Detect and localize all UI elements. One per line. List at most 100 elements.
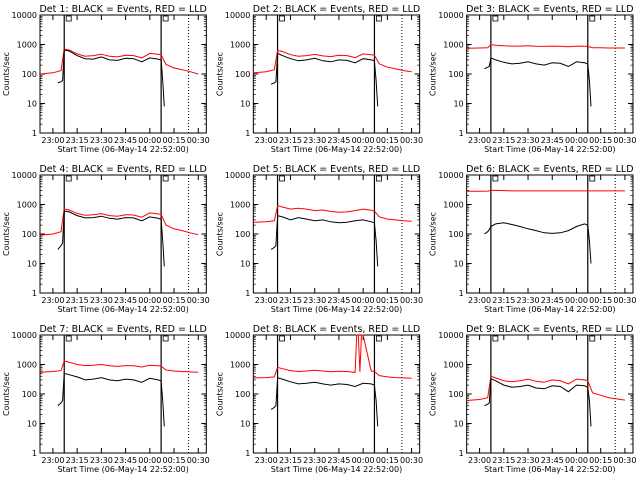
- x-tick-label: 00:00: [565, 456, 588, 465]
- series-line-lld: [39, 208, 199, 236]
- detector-panel-3: Det 3: BLACK = Events, RED = LLD 1 10 100 10…: [429, 4, 637, 154]
- y-tick-label: 10000: [12, 11, 37, 20]
- time-marker-flag: [376, 175, 382, 182]
- x-tick-label: 00:15: [376, 296, 399, 305]
- y-axis-label: Counts/sec: [2, 372, 11, 416]
- time-marker-flag: [376, 15, 382, 22]
- x-tick-label: 00:30: [613, 296, 636, 305]
- y-tick-label: 1000: [443, 361, 463, 370]
- y-tick-label: 100: [448, 70, 463, 79]
- time-marker-flag: [589, 335, 596, 342]
- x-tick-label: 23:15: [279, 456, 302, 465]
- y-tick-label: 10: [240, 260, 250, 269]
- x-tick-label: 23:45: [327, 456, 350, 465]
- detector-panel-6: Det 6: BLACK = Events, RED = LLD 1 10 100 10…: [429, 164, 637, 314]
- x-tick-label: 00:15: [163, 136, 186, 145]
- time-marker-flag: [65, 15, 72, 22]
- time-marker-flag: [492, 175, 499, 182]
- detector-panel-5: Det 5: BLACK = Events, RED = LLD 1 10 100 10…: [215, 164, 423, 314]
- x-tick-label: 23:00: [41, 456, 64, 465]
- plot-frame: [252, 334, 421, 454]
- detector-panel-1: Det 1: BLACK = Events, RED = LLD 1 10 100 10…: [2, 4, 210, 154]
- y-tick-label: 100: [22, 230, 37, 239]
- y-axis-label: Counts/sec: [2, 212, 11, 256]
- y-tick-label: 10000: [12, 171, 37, 180]
- x-tick-label: 23:00: [255, 296, 278, 305]
- x-tick-label: 00:30: [613, 136, 636, 145]
- y-axis-label: Counts/sec: [429, 212, 438, 256]
- series-line-lld: [253, 334, 412, 379]
- x-axis-label: Start Time (06-May-14 22:52:00): [271, 465, 402, 474]
- x-tick-label: 00:15: [376, 456, 399, 465]
- x-tick-label: 23:45: [541, 456, 564, 465]
- panel-title: Det 3: BLACK = Events, RED = LLD: [466, 4, 633, 15]
- x-tick-label: 00:15: [589, 456, 612, 465]
- y-tick-label: 1000: [230, 361, 250, 370]
- series-line-events: [57, 210, 165, 267]
- x-axis-label: Start Time (06-May-14 22:52:00): [484, 305, 615, 314]
- x-tick-label: 23:45: [541, 136, 564, 145]
- y-tick-label: 1000: [17, 41, 37, 50]
- series-line-events: [484, 57, 592, 107]
- time-marker-flag: [162, 15, 169, 22]
- plot-frame: [252, 14, 421, 134]
- y-tick-label: 10000: [225, 331, 250, 340]
- x-tick-label: 00:15: [589, 296, 612, 305]
- panel-title: Det 7: BLACK = Events, RED = LLD: [39, 324, 206, 335]
- plot-frame: [466, 334, 634, 454]
- plot-frame: [466, 174, 634, 294]
- time-marker-flag: [279, 175, 285, 182]
- time-marker-flag: [492, 335, 499, 342]
- x-tick-label: 23:15: [492, 296, 515, 305]
- x-tick-label: 00:15: [376, 136, 399, 145]
- time-marker-flag: [492, 15, 499, 22]
- series-line-events: [57, 372, 165, 427]
- plot-frame: [39, 334, 207, 454]
- x-axis-label: Start Time (06-May-14 22:52:00): [57, 305, 188, 314]
- detector-panel-9: Det 9: BLACK = Events, RED = LLD 1 10 100 10…: [429, 324, 637, 474]
- detector-panel-7: Det 7: BLACK = Events, RED = LLD 1 10 100 10…: [2, 324, 210, 474]
- x-tick-label: 23:00: [41, 136, 64, 145]
- y-tick-label: 10: [240, 420, 250, 429]
- x-tick-label: 00:00: [352, 456, 375, 465]
- y-tick-label: 10000: [438, 331, 463, 340]
- x-tick-label: 00:00: [138, 456, 161, 465]
- x-axis-label: Start Time (06-May-14 22:52:00): [271, 305, 402, 314]
- y-tick-label: 100: [235, 390, 250, 399]
- y-tick-label: 10: [453, 100, 463, 109]
- y-tick-label: 1: [459, 449, 464, 458]
- x-axis-label: Start Time (06-May-14 22:52:00): [271, 145, 402, 154]
- x-tick-label: 23:30: [90, 136, 113, 145]
- series-line-events: [270, 214, 379, 267]
- x-tick-label: 23:45: [327, 136, 350, 145]
- y-tick-label: 1: [32, 449, 37, 458]
- x-tick-label: 23:30: [303, 136, 326, 145]
- y-tick-label: 100: [235, 70, 250, 79]
- x-tick-label: 00:00: [352, 296, 375, 305]
- x-tick-label: 23:30: [516, 136, 539, 145]
- x-tick-label: 00:00: [352, 136, 375, 145]
- x-tick-label: 23:30: [516, 456, 539, 465]
- series-line-events: [270, 52, 379, 107]
- x-axis-label: Start Time (06-May-14 22:52:00): [484, 145, 615, 154]
- y-tick-label: 1000: [443, 201, 463, 210]
- x-tick-label: 23:30: [90, 296, 113, 305]
- x-tick-label: 00:00: [565, 296, 588, 305]
- x-tick-label: 23:30: [303, 296, 326, 305]
- x-tick-label: 00:00: [565, 136, 588, 145]
- x-tick-label: 23:00: [255, 136, 278, 145]
- x-axis-label: Start Time (06-May-14 22:52:00): [57, 145, 188, 154]
- y-tick-label: 10: [453, 260, 463, 269]
- y-tick-label: 1000: [230, 201, 250, 210]
- panel-title: Det 2: BLACK = Events, RED = LLD: [253, 4, 420, 15]
- y-tick-label: 10000: [225, 171, 250, 180]
- panel-title: Det 1: BLACK = Events, RED = LLD: [39, 4, 206, 15]
- x-tick-label: 00:30: [187, 136, 210, 145]
- x-tick-label: 00:30: [400, 456, 423, 465]
- y-tick-label: 1000: [443, 41, 463, 50]
- detector-panel-2: Det 2: BLACK = Events, RED = LLD 1 10 100 10…: [215, 4, 423, 154]
- x-tick-label: 23:00: [468, 456, 491, 465]
- time-marker-flag: [279, 15, 285, 22]
- x-tick-label: 23:45: [114, 456, 137, 465]
